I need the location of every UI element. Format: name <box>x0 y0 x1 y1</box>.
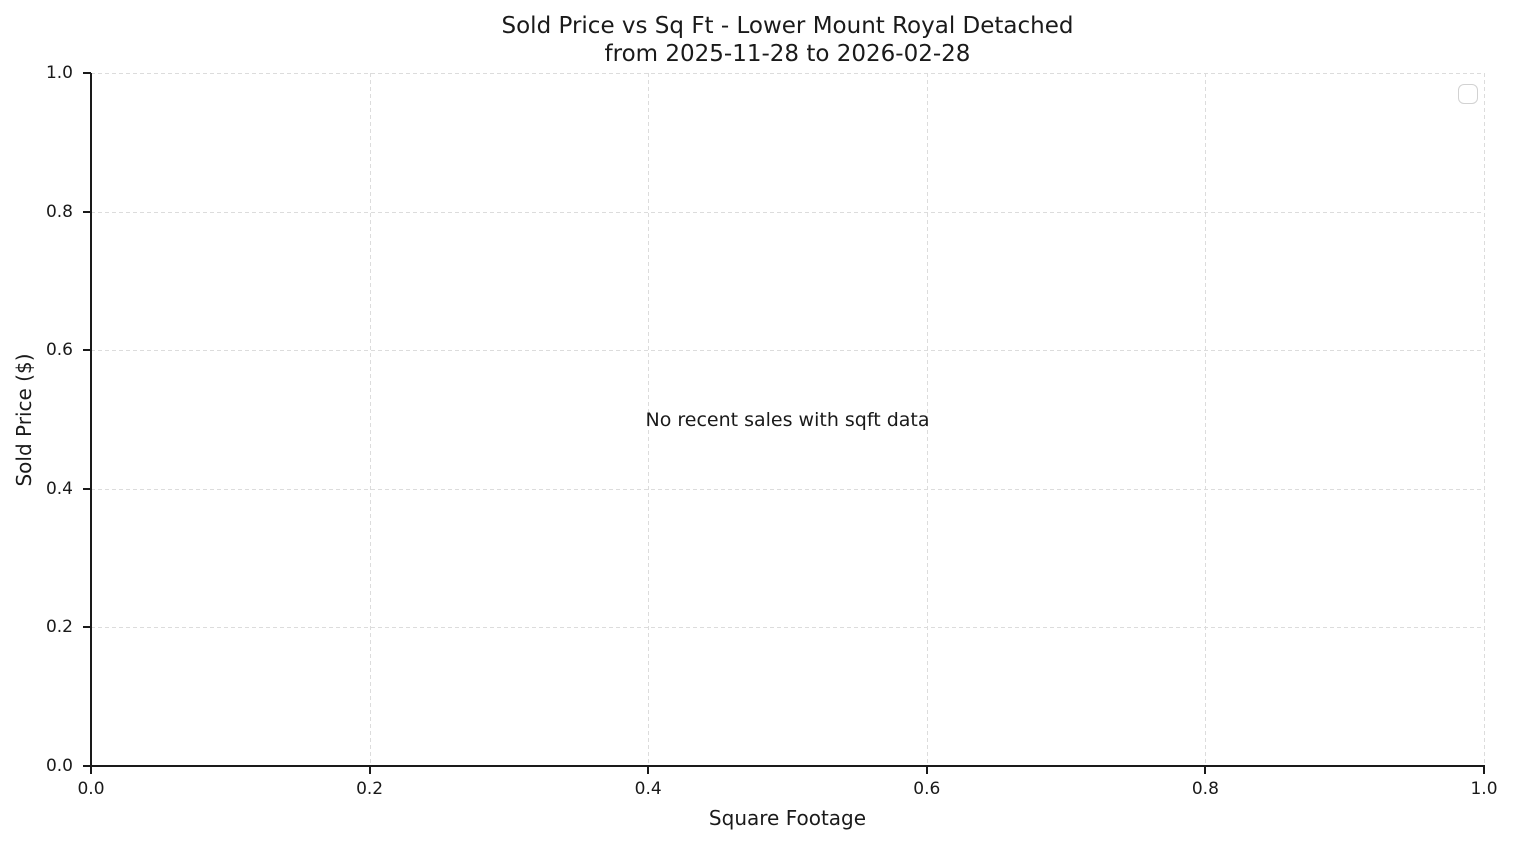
gridline-y-2 <box>91 488 1484 490</box>
x-tick-label-2: 0.4 <box>634 779 662 799</box>
gridline-y-4 <box>91 211 1484 213</box>
x-tick-mark-2 <box>647 766 650 774</box>
x-tick-mark-4 <box>1204 766 1207 774</box>
y-tick-label-0: 0.0 <box>45 756 73 776</box>
x-tick-label-1: 0.2 <box>356 779 384 799</box>
no-data-annotation: No recent sales with sqft data <box>645 408 930 431</box>
y-tick-label-5: 1.0 <box>45 63 73 83</box>
x-tick-mark-5 <box>1483 766 1485 774</box>
chart-subtitle: from 2025-11-28 to 2026-02-28 <box>604 41 971 67</box>
left-axis-spine <box>90 73 92 766</box>
y-axis-label: Sold Price ($) <box>12 353 36 487</box>
y-tick-mark-3 <box>83 349 91 352</box>
plot-area: No recent sales with sqft data <box>83 72 1485 774</box>
x-tick-mark-1 <box>368 766 371 774</box>
x-tick-label-5: 1.0 <box>1470 779 1498 799</box>
y-tick-mark-4 <box>83 210 91 213</box>
gridline-x-3 <box>926 73 928 766</box>
gridline-y-3 <box>91 350 1484 352</box>
legend-box <box>1458 84 1478 104</box>
x-tick-mark-0 <box>90 766 92 774</box>
gridline-x-2 <box>648 73 650 766</box>
gridline-y-1 <box>91 627 1484 629</box>
y-tick-label-1: 0.2 <box>45 617 73 638</box>
gridline-x-4 <box>1205 73 1207 766</box>
gridline-x-5 <box>1484 73 1485 766</box>
y-tick-mark-1 <box>83 626 91 629</box>
y-tick-label-2: 0.4 <box>45 478 73 499</box>
chart-title: Sold Price vs Sq Ft - Lower Mount Royal … <box>501 13 1074 39</box>
chart-title-block: Sold Price vs Sq Ft - Lower Mount Royal … <box>91 12 1484 68</box>
y-tick-label-3: 0.6 <box>45 340 73 361</box>
y-tick-mark-0 <box>83 765 91 767</box>
x-axis-label: Square Footage <box>708 806 867 830</box>
x-tick-mark-3 <box>925 766 928 774</box>
gridline-x-1 <box>369 73 371 766</box>
y-tick-label-4: 0.8 <box>45 201 73 222</box>
x-tick-label-3: 0.6 <box>913 779 941 799</box>
y-tick-mark-5 <box>83 72 91 74</box>
x-tick-label-0: 0.0 <box>77 779 105 799</box>
gridline-y-5 <box>91 73 1484 74</box>
bottom-axis-spine <box>90 765 1485 767</box>
y-tick-mark-2 <box>83 487 91 490</box>
x-tick-label-4: 0.8 <box>1191 779 1219 799</box>
